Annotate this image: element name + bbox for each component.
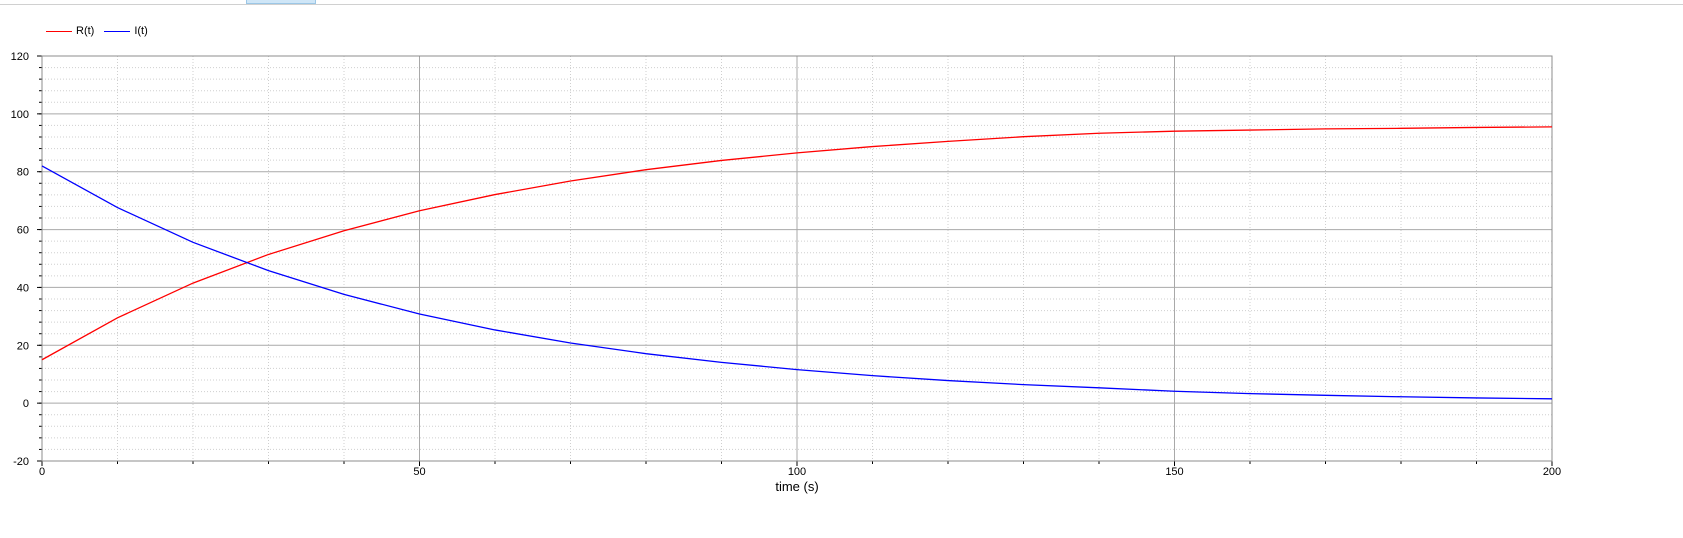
y-tick-label: 0 (23, 398, 29, 410)
legend-label-i: I(t) (134, 25, 148, 37)
legend: R(t) I(t) (46, 24, 148, 38)
legend-item-r[interactable]: R(t) (46, 25, 94, 37)
toolbar-strip (0, 0, 1683, 5)
plot-frame (41, 55, 1553, 462)
legend-label-r: R(t) (76, 25, 95, 37)
active-tab[interactable] (246, 0, 316, 4)
x-tick-label: 150 (1165, 466, 1183, 478)
y-tick-label: 100 (11, 109, 29, 121)
series-line-r (41, 126, 1553, 361)
y-tick-label: -20 (13, 456, 29, 468)
legend-swatch-i (104, 30, 131, 32)
y-tick-label: 40 (17, 282, 29, 294)
y-tick-label: 20 (17, 340, 29, 352)
x-tick-label: 0 (39, 466, 45, 478)
x-tick-label: 100 (788, 466, 806, 478)
legend-item-i[interactable]: I(t) (104, 25, 148, 37)
y-tick-label: 60 (17, 225, 29, 237)
series-line-i (41, 165, 1553, 400)
y-tick-label: 120 (11, 51, 29, 63)
x-tick-label: 50 (413, 466, 425, 478)
x-axis-title: time (s) (775, 479, 818, 494)
x-tick-label: 200 (1543, 466, 1561, 478)
legend-swatch-r (46, 30, 72, 32)
y-tick-label: 80 (17, 167, 29, 179)
